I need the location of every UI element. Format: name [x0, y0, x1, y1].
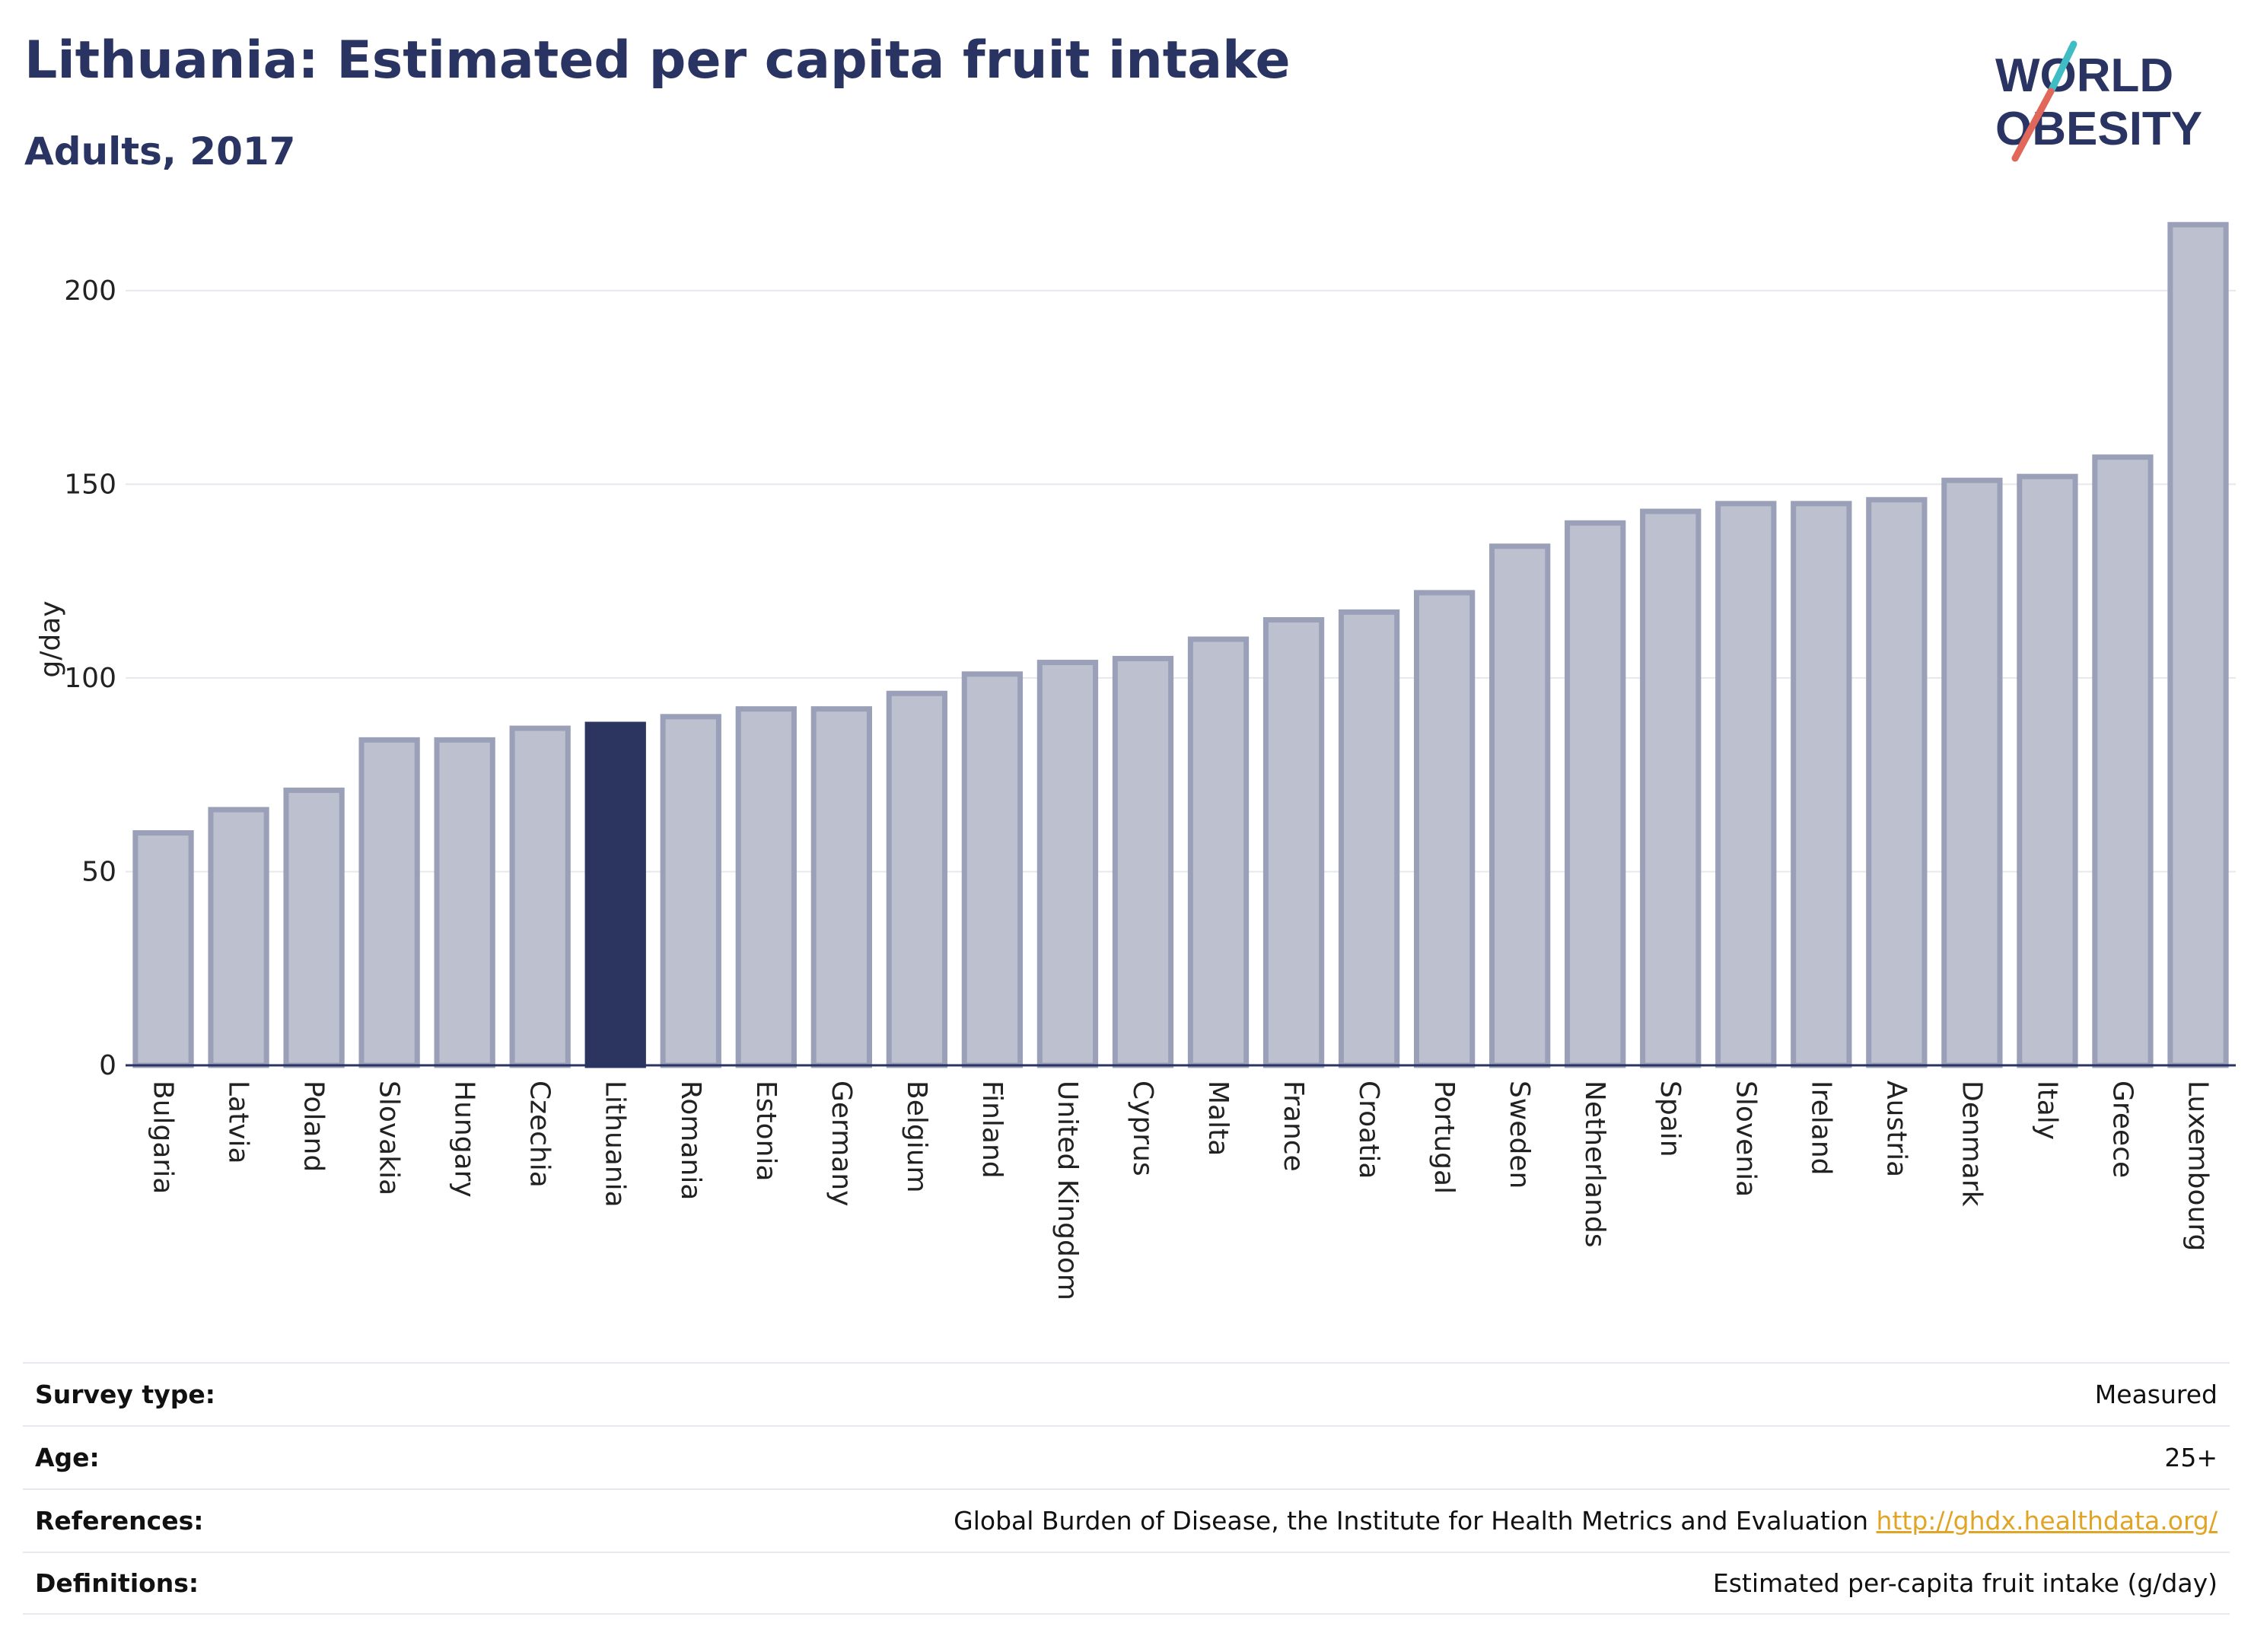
bar [509, 725, 571, 1068]
definitions-label: Definitions: [35, 1568, 199, 1598]
y-tick-label: 50 [81, 856, 116, 887]
x-tick-label: Czechia [524, 1081, 556, 1188]
metadata-table: Survey type: Measured Age: 25+ Reference… [23, 1362, 2230, 1615]
x-tick-label: Bulgaria [148, 1081, 179, 1194]
bar [2017, 473, 2078, 1068]
x-tick-label: Luxembourg [2182, 1081, 2213, 1251]
survey-type-row: Survey type: Measured [23, 1362, 2230, 1425]
bar [1489, 543, 1551, 1068]
y-tick-label: 200 [64, 275, 116, 307]
bar [358, 737, 420, 1068]
bar [660, 714, 721, 1068]
bar [2092, 454, 2154, 1068]
bar [2167, 221, 2229, 1068]
bar [1565, 520, 1626, 1068]
bar [1715, 501, 1777, 1068]
survey-type-label: Survey type: [35, 1380, 215, 1409]
bar [1112, 655, 1174, 1068]
bar [1187, 636, 1250, 1068]
bar [283, 788, 345, 1068]
age-value: 25+ [2164, 1443, 2218, 1472]
x-tick-label: Greece [2106, 1081, 2138, 1178]
x-tick-label: Italy [2031, 1081, 2062, 1140]
logo-line1: WORLD [1995, 49, 2173, 102]
references-value: Global Burden of Disease, the Institute … [954, 1506, 2218, 1536]
x-tick-label: Croatia [1353, 1081, 1384, 1179]
bar [961, 671, 1024, 1068]
y-axis-label: g/day [35, 600, 66, 677]
x-tick-label: Malta [1202, 1081, 1234, 1156]
bar [1640, 508, 1702, 1068]
x-tick-label: Austria [1880, 1081, 1912, 1177]
x-tick-label: Finland [976, 1081, 1008, 1179]
bar [1413, 590, 1476, 1068]
x-tick-label: Lithuania [600, 1081, 631, 1208]
bar [584, 721, 646, 1068]
bar [1262, 617, 1325, 1068]
x-tick-label: Hungary [449, 1081, 480, 1198]
x-tick-label: Belgium [901, 1081, 932, 1193]
x-tick-label: Netherlands [1579, 1081, 1610, 1247]
survey-type-value: Measured [2094, 1380, 2218, 1409]
x-tick-label: France [1278, 1081, 1309, 1172]
x-tick-label: Romania [675, 1081, 706, 1200]
references-link[interactable]: http://ghdx.healthdata.org/ [1876, 1506, 2218, 1536]
x-tick-label: United Kingdom [1052, 1081, 1083, 1300]
chart-subtitle: Adults, 2017 [24, 129, 296, 173]
chart-title: Lithuania: Estimated per capita fruit in… [24, 30, 1291, 91]
x-tick-label: Estonia [750, 1081, 782, 1182]
x-tick-label: Poland [298, 1081, 330, 1172]
bar-chart: 0 50 100 150 200 g/day Bulgaria Latvia Poland Slo… [35, 221, 2236, 1300]
bar [132, 830, 194, 1068]
bar [735, 706, 797, 1068]
y-tick-label: 0 [99, 1050, 116, 1081]
references-label: References: [35, 1506, 204, 1536]
x-tick-label: Spain [1654, 1081, 1686, 1157]
bar [1791, 501, 1852, 1068]
x-tick-label: Slovakia [374, 1081, 405, 1195]
x-tick-label: Ireland [1805, 1081, 1836, 1176]
x-tick-label: Portugal [1428, 1081, 1460, 1194]
x-tick-label: Sweden [1504, 1081, 1535, 1189]
bar [1866, 497, 1928, 1068]
bar [434, 737, 495, 1068]
x-tick-label: Cyprus [1127, 1081, 1158, 1176]
logo-line2: OBESITY [1995, 103, 2202, 155]
y-tick-label: 100 [64, 663, 116, 694]
bar [1941, 477, 2003, 1068]
bar [208, 807, 269, 1068]
logo-slash-red [2011, 88, 2055, 162]
definitions-value: Estimated per-capita fruit intake (g/day… [1712, 1568, 2218, 1598]
x-tick-label: Latvia [223, 1081, 254, 1164]
bar [1036, 660, 1099, 1068]
world-obesity-logo: WORLD OBESITY [1995, 40, 2202, 162]
age-row: Age: 25+ [23, 1425, 2230, 1488]
bar [810, 706, 872, 1068]
bar [1338, 609, 1400, 1068]
x-tick-label: Slovenia [1730, 1081, 1761, 1197]
references-text: Global Burden of Disease, the Institute … [954, 1506, 1877, 1536]
y-tick-label: 150 [64, 469, 116, 500]
logo-slash-teal [2047, 40, 2077, 95]
x-tick-label: Germany [826, 1081, 857, 1206]
definitions-row: Definitions: Estimated per-capita fruit … [23, 1552, 2230, 1615]
bar [886, 690, 948, 1068]
references-row: References: Global Burden of Disease, th… [23, 1488, 2230, 1552]
age-label: Age: [35, 1443, 100, 1472]
x-tick-label: Denmark [1956, 1081, 1987, 1207]
